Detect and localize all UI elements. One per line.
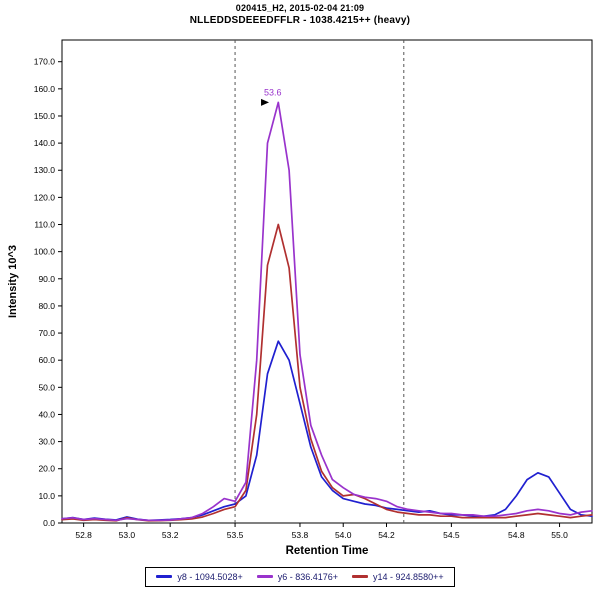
plot-area[interactable] — [61, 39, 593, 524]
y-tick-label: 30.0 — [38, 437, 55, 447]
x-tick-label: 54.5 — [443, 530, 460, 540]
legend-label-y6: y6 - 836.4176+ — [277, 571, 339, 582]
x-tick-label: 53.2 — [162, 530, 179, 540]
y-tick-label: 80.0 — [38, 301, 55, 311]
x-tick-label: 53.5 — [227, 530, 244, 540]
peak-annotation-label: 53.6 — [264, 87, 282, 97]
x-tick-label: 53.8 — [292, 530, 309, 540]
series-swatch-y14 — [352, 575, 369, 578]
legend-label-y14: y14 - 924.8580++ — [373, 571, 444, 582]
x-tick-label: 55.0 — [551, 530, 568, 540]
y-tick-label: 160.0 — [34, 84, 56, 94]
peak-annotation-arrow-icon — [261, 98, 270, 106]
y-tick-label: 110.0 — [34, 220, 55, 230]
series-swatch-y8 — [156, 575, 173, 578]
y-tick-label: 70.0 — [38, 328, 55, 338]
y-tick-label: 20.0 — [38, 464, 55, 474]
chromatogram-chart[interactable]: 0.0 10.0 20.0 30.0 40.0 50.0 60.0 70.0 80.0 90.0 1… — [0, 0, 600, 560]
y-tick-label: 10.0 — [38, 491, 55, 501]
series-line-y6 — [61, 101, 593, 522]
y-tick-label: 60.0 — [38, 355, 55, 365]
x-tick-label: 54.8 — [508, 530, 525, 540]
y-axis-title: Intensity 10^3 — [7, 245, 19, 318]
x-tick-label: 54.0 — [335, 530, 352, 540]
y-tick-label: 120.0 — [34, 192, 56, 202]
x-tick-label: 54.2 — [378, 530, 395, 540]
chart-title: 020415_H2, 2015-02-04 21:09 — [235, 3, 365, 13]
y-tick-label: 100.0 — [34, 247, 56, 257]
chart-subtitle: NLLEDDSDEEEDFFLR - 1038.4215++ (heavy) — [189, 15, 411, 26]
y-tick-label: 0.0 — [43, 518, 55, 528]
x-tick-label: 53.0 — [119, 530, 136, 540]
legend-item-y14: y14 - 924.8580++ — [352, 572, 444, 582]
legend: y8 - 1094.5028+ y6 - 836.4176+ y14 - 924… — [145, 566, 455, 587]
y-tick-label: 150.0 — [34, 111, 56, 121]
legend-wrap: y8 - 1094.5028+ y6 - 836.4176+ y14 - 924… — [0, 565, 600, 587]
legend-item-y6: y6 - 836.4176+ — [256, 571, 339, 582]
y-tick-label: 130.0 — [34, 165, 56, 175]
y-tick-label: 40.0 — [38, 409, 55, 419]
x-tick-label: 52.8 — [75, 530, 92, 540]
y-tick-label: 90.0 — [38, 274, 55, 284]
y-tick-label: 170.0 — [34, 57, 56, 67]
legend-label-y8: y8 - 1094.5028+ — [177, 571, 243, 582]
x-axis-title: Retention Time — [286, 545, 369, 557]
chart-titles: 020415_H2, 2015-02-04 21:09 NLLEDDSDEEED… — [0, 3, 600, 26]
series-swatch-y6 — [256, 575, 273, 578]
y-tick-label: 50.0 — [38, 382, 55, 392]
legend-item-y8: y8 - 1094.5028+ — [156, 571, 243, 582]
y-tick-label: 140.0 — [34, 138, 56, 148]
